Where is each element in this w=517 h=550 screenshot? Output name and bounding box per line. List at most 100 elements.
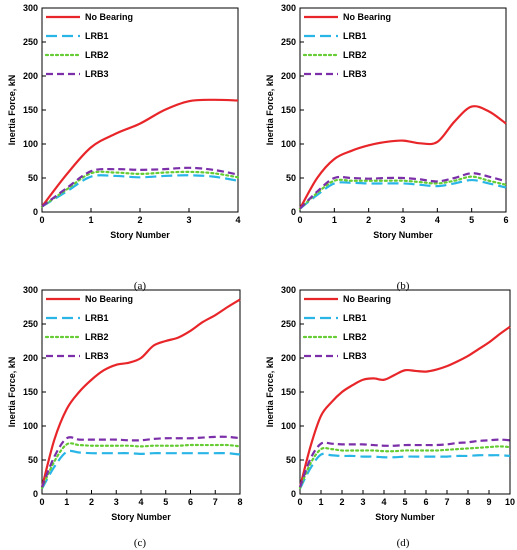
x-tick-label: 7: [213, 497, 218, 507]
legend-label: LRB3: [85, 69, 109, 79]
x-tick-label: 1: [332, 215, 337, 225]
y-tick-label: 150: [281, 105, 296, 115]
y-tick-label: 200: [23, 353, 38, 363]
series-line-lrb1-d: [299, 452, 511, 490]
y-tick-label: 50: [28, 173, 38, 183]
chart-panel-c: 0 50 100 150 200 250 300 0 1 2 3 4 5 6 7 8 Story Number I…: [7, 285, 243, 522]
y-tick-label: 100: [281, 139, 296, 149]
x-tick-label: 0: [297, 497, 302, 507]
plot-frame-a: [41, 7, 239, 213]
x-axis-label-b: Story Number: [373, 230, 433, 240]
y-tick-label: 100: [23, 421, 38, 431]
series-line-lrb1-c: [41, 449, 241, 490]
x-tick-label: 5: [163, 497, 168, 507]
series-line-lrb2-c: [40, 442, 242, 489]
y-tick-label: 150: [23, 105, 38, 115]
y-tick-label: 0: [291, 489, 296, 499]
x-tick-label: 2: [339, 497, 344, 507]
x-tick-label: 4: [435, 215, 440, 225]
y-tick-label: 50: [286, 455, 296, 465]
series-line-no-bearing-b: [299, 105, 507, 210]
legend-label: No Bearing: [343, 12, 391, 22]
chart-panel-a: 0 50 100 150 200 250 300 0 1 2 3 4 Story Number Inert…: [7, 3, 241, 240]
x-tick-label: 1: [88, 215, 93, 225]
y-tick-label: 250: [281, 37, 296, 47]
legend-label: LRB3: [85, 351, 109, 361]
y-tick-label: 300: [281, 3, 296, 13]
x-axis-label-d: Story Number: [375, 512, 435, 522]
legend-label: LRB1: [343, 31, 367, 41]
x-tick-label: 0: [297, 215, 302, 225]
y-tick-label: 50: [28, 455, 38, 465]
series-line-lrb1-b: [299, 178, 507, 210]
y-tick-label: 300: [23, 285, 38, 295]
x-tick-label: 2: [89, 497, 94, 507]
y-tick-label: 0: [33, 207, 38, 217]
series-line-no-bearing-d: [298, 325, 511, 488]
chart-panel-b: 0 50 100 150 200 250 300 0 1 2 3 4 5 6 Story Number Ine…: [265, 3, 509, 240]
series-line-no-bearing-c: [40, 298, 241, 488]
legend-label: No Bearing: [85, 294, 133, 304]
legend-label: LRB3: [343, 69, 367, 79]
y-tick-label: 250: [23, 319, 38, 329]
caption-d: (d): [397, 537, 410, 549]
x-tick-label: 2: [366, 215, 371, 225]
x-tick-label: 1: [64, 497, 69, 507]
x-tick-label: 8: [237, 497, 242, 507]
x-tick-label: 5: [469, 215, 474, 225]
y-tick-label: 0: [33, 489, 38, 499]
y-tick-label: 150: [23, 387, 38, 397]
series-line-lrb1-a: [41, 174, 239, 208]
caption-b: (b): [397, 280, 410, 292]
y-axis-label-b: Inertia Force, kN: [265, 75, 275, 146]
series-line-lrb2-a: [40, 170, 240, 208]
x-tick-label: 6: [188, 497, 193, 507]
caption-c: (c): [134, 537, 147, 549]
x-axis-label-c: Story Number: [111, 512, 171, 522]
y-tick-label: 100: [23, 139, 38, 149]
series-line-lrb2-b: [298, 175, 508, 210]
x-axis-label-a: Story Number: [110, 230, 170, 240]
x-tick-label: 3: [400, 215, 405, 225]
y-tick-label: 0: [291, 207, 296, 217]
x-tick-label: 4: [235, 215, 240, 225]
legend-label: LRB2: [85, 50, 109, 60]
y-tick-label: 100: [281, 421, 296, 431]
series-line-lrb2-d: [298, 445, 512, 489]
x-tick-label: 0: [39, 215, 44, 225]
y-axis-label-a: Inertia Force, kN: [7, 75, 17, 146]
caption-a: (a): [134, 280, 147, 292]
x-tick-label: 3: [360, 497, 365, 507]
y-tick-label: 200: [281, 71, 296, 81]
legend-label: LRB2: [343, 50, 367, 60]
y-tick-label: 50: [286, 173, 296, 183]
y-tick-label: 250: [23, 37, 38, 47]
legend-label: LRB1: [85, 313, 109, 323]
y-tick-label: 150: [281, 387, 296, 397]
legend-label: LRB1: [343, 313, 367, 323]
x-tick-label: 1: [318, 497, 323, 507]
x-tick-label: 2: [137, 215, 142, 225]
x-tick-label: 10: [505, 497, 515, 507]
legend-label: LRB3: [343, 351, 367, 361]
x-tick-label: 4: [138, 497, 143, 507]
x-tick-label: 8: [465, 497, 470, 507]
legend-label: LRB1: [85, 31, 109, 41]
series-line-lrb3-d: [298, 438, 511, 488]
plot-frame-c: [41, 289, 241, 495]
x-tick-label: 0: [39, 497, 44, 507]
y-tick-label: 300: [281, 285, 296, 295]
y-axis-label-d: Inertia Force, kN: [265, 357, 275, 428]
legend-label: No Bearing: [85, 12, 133, 22]
legend-label: No Bearing: [343, 294, 391, 304]
series-line-lrb3-b: [299, 172, 507, 210]
x-tick-label: 9: [486, 497, 491, 507]
chart-panel-d: 0 50 100 150 200 250 300 0 1 2 3 4 5 6 7 8 9 10 Story Numb…: [265, 285, 515, 522]
legend-label: LRB2: [85, 332, 109, 342]
x-tick-label: 6: [423, 497, 428, 507]
legend-label: LRB2: [343, 332, 367, 342]
y-tick-label: 250: [281, 319, 296, 329]
series-line-no-bearing-a: [41, 98, 239, 208]
y-axis-label-c: Inertia Force, kN: [7, 357, 17, 428]
y-tick-label: 200: [281, 353, 296, 363]
